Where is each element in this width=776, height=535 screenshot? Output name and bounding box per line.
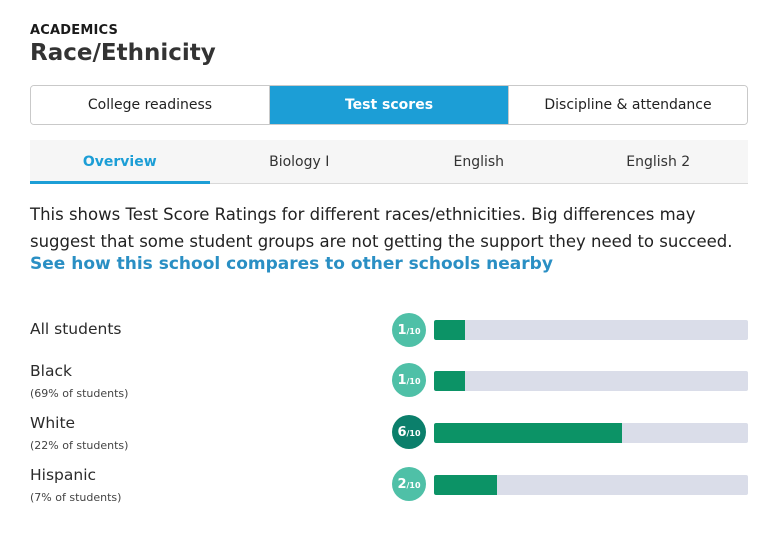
page-title: Race/Ethnicity bbox=[30, 40, 216, 66]
rating-bar-track bbox=[434, 371, 748, 391]
tab-discipline-attendance[interactable]: Discipline & attendance bbox=[509, 86, 747, 124]
rating-bar-track bbox=[434, 475, 748, 495]
group-label-black: Black bbox=[30, 362, 72, 380]
rating-bar-fill bbox=[434, 423, 623, 443]
rating-badge: 2/10 bbox=[392, 467, 426, 501]
rating-bar-fill bbox=[434, 475, 497, 495]
rating-denominator: /10 bbox=[406, 376, 421, 386]
rating-denominator: /10 bbox=[406, 428, 421, 438]
description-text: This shows Test Score Ratings for differ… bbox=[30, 205, 733, 251]
rating-number: 1 bbox=[397, 322, 407, 338]
main-tab-bar: College readiness Test scores Discipline… bbox=[30, 85, 748, 125]
tab-college-readiness[interactable]: College readiness bbox=[31, 86, 270, 124]
rating-bar-track bbox=[434, 423, 748, 443]
sub-tab-bar: Overview Biology I English English 2 bbox=[30, 140, 748, 184]
rating-denominator: /10 bbox=[406, 480, 421, 490]
group-share-white: (22% of students) bbox=[30, 439, 129, 452]
group-share-black: (69% of students) bbox=[30, 387, 129, 400]
rating-denominator: /10 bbox=[406, 326, 421, 336]
rating-bar-fill bbox=[434, 371, 466, 391]
group-share-hispanic: (7% of students) bbox=[30, 491, 122, 504]
rating-number: 2 bbox=[397, 476, 407, 492]
subtab-english[interactable]: English bbox=[453, 153, 505, 170]
rating-badge: 6/10 bbox=[392, 415, 426, 449]
subtab-english-2[interactable]: English 2 bbox=[626, 153, 691, 170]
rating-number: 1 bbox=[397, 372, 407, 388]
rating-bar-track bbox=[434, 320, 748, 340]
group-label-all-students: All students bbox=[30, 320, 122, 338]
compare-schools-link[interactable]: See how this school compares to other sc… bbox=[30, 254, 553, 274]
rating-bar-fill bbox=[434, 320, 466, 340]
rating-number: 6 bbox=[397, 424, 407, 440]
section-eyebrow: ACADEMICS bbox=[30, 23, 119, 38]
rating-badge: 1/10 bbox=[392, 363, 426, 397]
group-label-white: White bbox=[30, 414, 76, 432]
subtab-biology-i[interactable]: Biology I bbox=[269, 153, 330, 170]
rating-badge: 1/10 bbox=[392, 313, 426, 347]
tab-test-scores[interactable]: Test scores bbox=[270, 86, 509, 124]
subtab-overview[interactable]: Overview bbox=[30, 140, 210, 184]
group-label-hispanic: Hispanic bbox=[30, 466, 97, 484]
